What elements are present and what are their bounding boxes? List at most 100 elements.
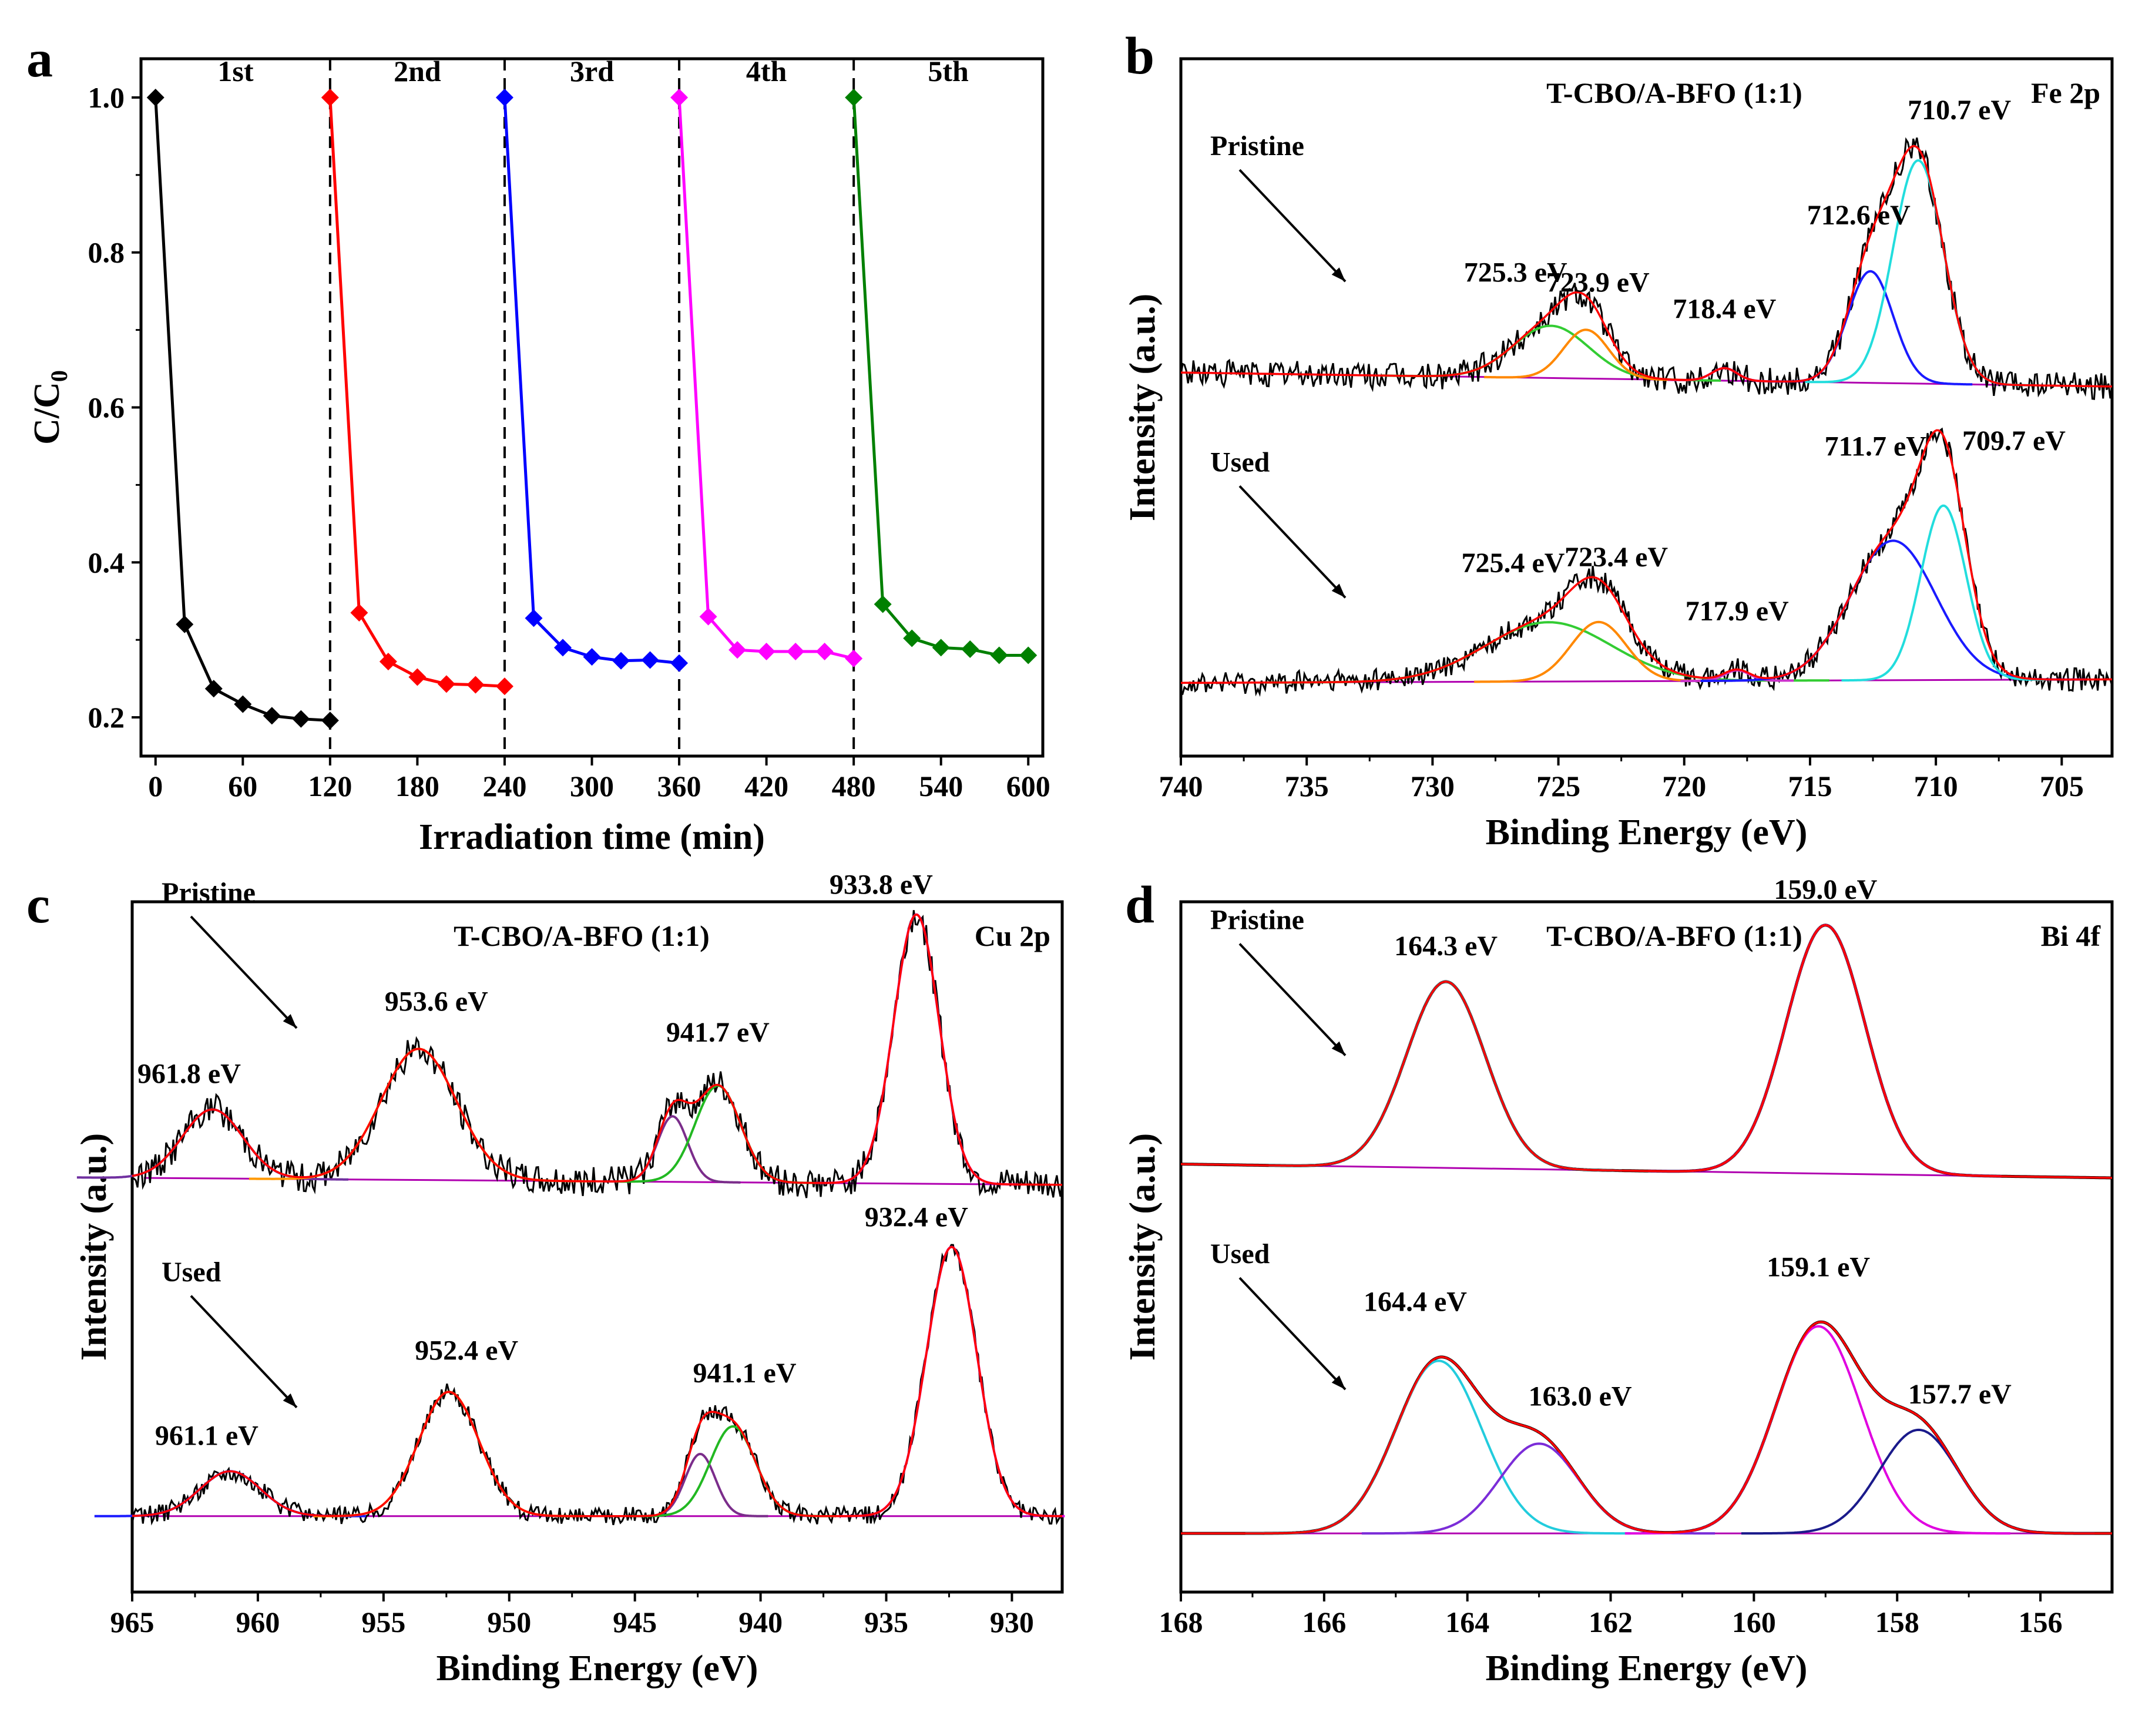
data-point-5th [1019, 646, 1038, 664]
data-point-3rd [495, 88, 513, 106]
raw-spectrum-Pristine [132, 910, 1063, 1198]
series-line-5th [852, 97, 1029, 657]
fitted-component-peak [1841, 504, 2046, 682]
x-tick-label: 950 [487, 1606, 531, 1638]
spectrum-title: T-CBO/A-BFO (1:1) [454, 919, 710, 952]
fitted-component-peak [1805, 159, 2032, 387]
x-tick-label: 945 [613, 1606, 657, 1638]
y-axis-title-group: Intensity (a.u.) [74, 1133, 114, 1361]
raw-spectrum-Pristine [1181, 924, 2112, 1180]
peak-label: 163.0 eV [1529, 1381, 1632, 1412]
y-axis-title: Intensity (a.u.) [1123, 294, 1163, 522]
peak-label: 159.0 eV [1774, 874, 1877, 905]
y-tick-label: 1.0 [88, 81, 125, 114]
fitted-component-peak [249, 1047, 589, 1183]
fitted-component-peak [631, 1425, 835, 1517]
data-point-3rd [612, 652, 630, 670]
cycle-label-5: 5th [928, 55, 969, 88]
x-tick-label: 710 [1914, 770, 1958, 802]
x-tick-label: 120 [308, 770, 352, 802]
data-point-1st [263, 707, 281, 725]
cycle-label-4: 4th [746, 55, 787, 88]
peak-label: 952.4 eV [415, 1335, 518, 1366]
fitted-envelope-Used [1181, 1321, 2112, 1534]
x-tick-label: 740 [1159, 770, 1203, 802]
y-axis-title-group: C/C0 [27, 370, 72, 445]
pointer-arrow-used [1238, 1277, 1347, 1391]
x-tick-label: 158 [1875, 1606, 1919, 1638]
x-tick-label: 420 [744, 770, 788, 802]
data-point-5th [903, 629, 921, 647]
fitted-component-peak [1381, 324, 1721, 382]
spectrum-label-used: Used [1210, 446, 1270, 478]
series-line-3rd [503, 97, 680, 665]
panel-label-d: d [1125, 876, 1154, 934]
data-point-3rd [670, 654, 689, 672]
pointer-arrow-pristine [1238, 943, 1347, 1056]
data-point-2nd [466, 676, 485, 694]
panel-label-b: b [1125, 27, 1154, 85]
data-point-5th [932, 639, 950, 657]
data-point-1st [204, 680, 223, 698]
x-tick-label: 300 [570, 770, 614, 802]
data-point-2nd [408, 668, 427, 686]
series-line-2nd [328, 97, 505, 688]
fitted-component-peak [1265, 621, 1829, 684]
fitted-component-peak [313, 1391, 585, 1517]
fitted-envelope-Used [132, 1245, 1062, 1517]
peak-label: 710.7 eV [1908, 95, 2011, 126]
data-point-4th [728, 641, 747, 659]
panel-d-plot-frame [1179, 900, 2114, 1594]
data-point-3rd [583, 648, 601, 666]
fitted-component-peak [1484, 328, 1688, 382]
fitted-envelope-Used [1181, 429, 2112, 684]
data-point-3rd [553, 639, 572, 657]
x-tick-label: 715 [1788, 770, 1832, 802]
fitted-envelope-Pristine [1180, 145, 2113, 388]
x-tick-label: 166 [1302, 1606, 1346, 1638]
peak-label: 709.7 eV [1962, 425, 2066, 456]
element-label: Fe 2p [2031, 76, 2100, 109]
spectrum-label-used: Used [1210, 1238, 1270, 1270]
fitted-component-peak [1268, 980, 1622, 1172]
spectrum-title: T-CBO/A-BFO (1:1) [1546, 76, 1802, 109]
data-point-1st [234, 695, 252, 713]
data-point-1st [292, 710, 310, 728]
spectrum-title: T-CBO/A-BFO (1:1) [1546, 919, 1802, 952]
x-tick-label: 720 [1662, 770, 1706, 802]
raw-spectrum-Used [1180, 427, 2113, 697]
peak-label: 712.6 eV [1807, 200, 1911, 231]
peak-label: 725.3 eV [1464, 257, 1567, 288]
fitted-component-peak [1768, 270, 1973, 386]
pointer-arrow-used [190, 1295, 298, 1409]
data-point-5th [990, 646, 1008, 664]
peak-label: 718.4 eV [1673, 294, 1776, 325]
peak-label: 961.8 eV [137, 1059, 241, 1090]
raw-spectrum-Used [131, 1244, 1063, 1526]
panel-label-a: a [26, 30, 53, 88]
x-tick-label: 156 [2019, 1606, 2063, 1638]
x-tick-label: 600 [1006, 770, 1050, 802]
spectrum-label-pristine: Pristine [1210, 130, 1304, 162]
x-tick-label: 935 [864, 1606, 908, 1638]
x-tick-label: 60 [228, 770, 257, 802]
fitted-component-peak [76, 1108, 348, 1181]
x-tick-label: 940 [738, 1606, 783, 1638]
pointer-arrow-used [1238, 485, 1347, 599]
pointer-arrowhead [1331, 267, 1345, 282]
x-tick-label: 725 [1536, 770, 1580, 802]
data-point-5th [874, 595, 892, 613]
x-tick-label: 735 [1285, 770, 1329, 802]
x-tick-label: 180 [395, 770, 439, 802]
pointer-arrowhead [283, 1393, 297, 1408]
data-point-2nd [350, 604, 368, 622]
data-point-2nd [321, 88, 339, 106]
peak-label: 941.7 eV [666, 1017, 770, 1048]
data-point-2nd [495, 677, 513, 696]
data-point-2nd [379, 653, 397, 671]
data-point-2nd [437, 675, 455, 693]
data-point-5th [845, 88, 863, 106]
x-axis-title: Binding Energy (eV) [1486, 812, 1808, 852]
y-tick-label: 0.6 [88, 391, 125, 424]
